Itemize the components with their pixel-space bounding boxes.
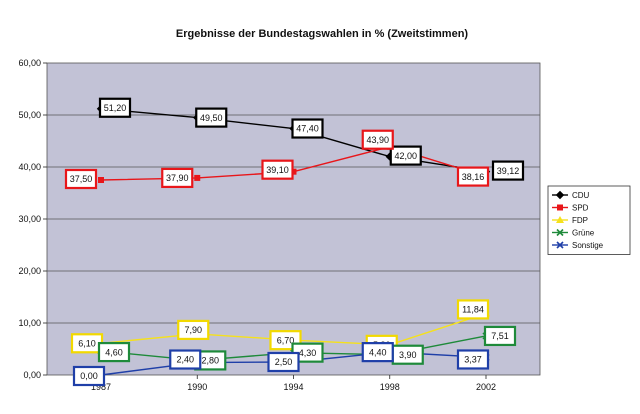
data-label-cdu: 39,12 xyxy=(491,160,525,181)
data-label-gr-ne: 3,90 xyxy=(391,344,424,365)
svg-text:38,16: 38,16 xyxy=(462,172,485,182)
legend-item-cdu: CDU xyxy=(552,190,590,200)
svg-text:2,40: 2,40 xyxy=(176,355,194,365)
y-tick-label: 0,00 xyxy=(23,370,41,380)
svg-text:51,20: 51,20 xyxy=(104,103,127,113)
svg-text:6,70: 6,70 xyxy=(277,335,295,345)
svg-text:Sonstige: Sonstige xyxy=(572,241,604,250)
svg-text:0,00: 0,00 xyxy=(80,371,98,381)
data-label-spd: 37,90 xyxy=(161,167,194,189)
data-label-cdu: 51,20 xyxy=(98,97,132,118)
svg-text:37,50: 37,50 xyxy=(70,174,93,184)
svg-text:42,00: 42,00 xyxy=(394,151,417,161)
data-label-cdu: 47,40 xyxy=(291,118,324,139)
axes: 0,00 10,00 20,00 30,00 40,00 50,00 60,00 1987 19… xyxy=(18,58,496,392)
y-tick-label: 10,00 xyxy=(18,318,41,328)
svg-text:4,30: 4,30 xyxy=(299,348,317,358)
x-tick-label: 1987 xyxy=(91,382,111,392)
svg-text:CDU: CDU xyxy=(572,191,590,200)
data-label-sonstige: 2,40 xyxy=(169,349,202,370)
svg-text:3,37: 3,37 xyxy=(464,355,482,365)
data-label-gr-ne: 7,51 xyxy=(483,325,517,347)
data-point-spd xyxy=(98,177,104,183)
svg-text:37,90: 37,90 xyxy=(166,173,189,183)
data-label-gr-ne: 4,60 xyxy=(97,341,131,363)
x-tick-label: 1998 xyxy=(380,382,400,392)
svg-text:7,51: 7,51 xyxy=(491,331,509,341)
svg-text:FDP: FDP xyxy=(572,216,588,225)
data-labels: 51,20 49,50 47,40 42,00 39,12 37,50 37,90 39,10… xyxy=(64,97,525,387)
svg-text:39,10: 39,10 xyxy=(266,165,289,175)
y-tick-label: 30,00 xyxy=(18,214,41,224)
legend-item-sonstige: Sonstige xyxy=(552,241,604,250)
legend-item-spd: SPD xyxy=(552,204,589,213)
svg-text:43,90: 43,90 xyxy=(366,135,389,145)
svg-text:49,50: 49,50 xyxy=(200,113,223,123)
svg-text:4,60: 4,60 xyxy=(105,347,123,357)
data-label-cdu: 49,50 xyxy=(195,107,228,128)
data-label-spd: 39,10 xyxy=(261,159,294,180)
svg-text:3,90: 3,90 xyxy=(399,350,417,360)
svg-text:SPD: SPD xyxy=(572,204,589,213)
x-tick-label: 2002 xyxy=(476,382,496,392)
data-label-cdu: 42,00 xyxy=(389,145,422,166)
data-label-sonstige: 4,40 xyxy=(361,342,394,363)
data-label-sonstige: 0,00 xyxy=(72,365,106,387)
y-tick-label: 60,00 xyxy=(18,58,41,68)
svg-text:6,10: 6,10 xyxy=(78,338,96,348)
svg-text:Grüne: Grüne xyxy=(572,229,595,238)
data-label-sonstige: 3,37 xyxy=(456,349,490,370)
legend-item-fdp: FDP xyxy=(552,216,588,225)
x-tick-label: 1990 xyxy=(187,382,207,392)
y-tick-label: 50,00 xyxy=(18,110,41,120)
svg-text:4,40: 4,40 xyxy=(369,347,387,357)
data-label-spd: 37,50 xyxy=(64,168,98,190)
data-label-fdp: 7,90 xyxy=(177,319,210,341)
svg-text:39,12: 39,12 xyxy=(497,166,520,176)
svg-text:2,50: 2,50 xyxy=(275,357,293,367)
y-tick-label: 20,00 xyxy=(18,266,41,276)
data-label-fdp: 11,84 xyxy=(456,299,490,320)
svg-text:11,84: 11,84 xyxy=(462,305,484,315)
svg-text:2,80: 2,80 xyxy=(201,356,219,366)
data-label-spd: 43,90 xyxy=(361,129,394,150)
data-point-spd xyxy=(194,174,201,181)
data-label-sonstige: 2,50 xyxy=(267,351,300,373)
svg-text:47,40: 47,40 xyxy=(296,124,319,134)
chart-title: Ergebnisse der Bundestagswahlen in % (Zw… xyxy=(176,28,469,40)
legend-item-gr-ne: Grüne xyxy=(552,229,595,238)
legend: CDU SPD FDP Grüne Sonstige xyxy=(547,185,631,255)
x-tick-label: 1994 xyxy=(283,382,303,392)
data-label-fdp: 6,10 xyxy=(70,333,104,354)
y-tick-label: 40,00 xyxy=(18,162,41,172)
svg-text:7,90: 7,90 xyxy=(184,325,202,335)
data-label-spd: 38,16 xyxy=(456,166,490,187)
